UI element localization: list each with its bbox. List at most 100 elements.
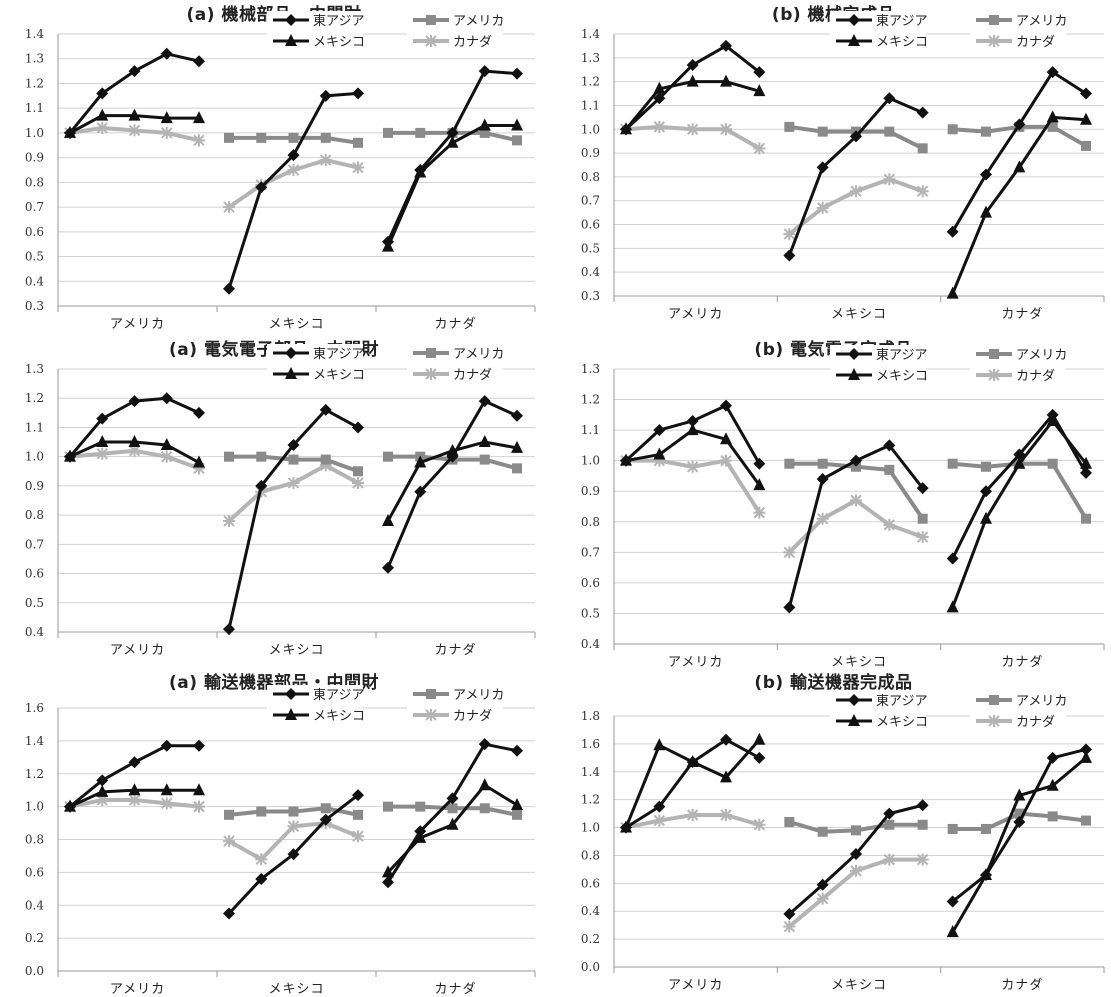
data-point: [224, 809, 234, 820]
data-point: [319, 459, 332, 472]
y-tick-label: 0.7: [25, 200, 44, 214]
data-point: [193, 111, 205, 124]
data-point: [720, 74, 732, 87]
data-point: [193, 462, 205, 475]
chart-panel-3: (a) 電気電子部品・中間財0.40.50.60.70.80.91.01.11.…: [0, 335, 548, 665]
legend-label: アメリカ: [453, 347, 504, 362]
data-point: [686, 809, 699, 822]
data-point: [753, 751, 766, 764]
data-point: [223, 835, 235, 848]
data-point: [415, 801, 426, 812]
legend-item-mexico: メキシコ: [267, 32, 365, 50]
x-category-label: カナダ: [1001, 655, 1043, 670]
chart-panel-2: (b) 機械完成品0.30.40.50.60.70.80.91.01.11.21…: [556, 0, 1111, 330]
y-tick-label: 0.4: [581, 904, 600, 918]
series-line: [624, 44, 761, 131]
data-point: [193, 739, 205, 752]
data-point: [850, 185, 862, 198]
series-usa-group-2: [224, 451, 363, 477]
data-point: [686, 756, 699, 769]
y-tick-label: 0.4: [581, 265, 600, 279]
data-point: [256, 451, 267, 462]
data-point: [1047, 811, 1058, 822]
legend-label: カナダ: [1016, 35, 1055, 50]
data-point: [917, 143, 928, 154]
data-point: [128, 444, 141, 457]
data-point: [653, 92, 666, 105]
data-point: [128, 108, 141, 121]
data-point: [382, 513, 394, 526]
data-point: [353, 137, 363, 148]
y-tick-label: 0.5: [25, 596, 44, 610]
data-point: [511, 797, 523, 810]
data-point: [686, 414, 699, 427]
data-point: [686, 460, 699, 473]
data-point: [980, 485, 992, 498]
data-point: [720, 809, 732, 822]
data-point: [287, 149, 300, 162]
y-tick-label: 0.8: [581, 848, 600, 862]
series-canada-group-1: [620, 809, 766, 834]
data-point: [446, 126, 459, 139]
series-east-asia-group-1: [620, 733, 766, 834]
series-east-asia-group-2: [223, 87, 364, 295]
data-point: [511, 67, 523, 80]
chart-panel-5: (a) 輸送機器部品・中間財 0.0 0.2 0.4 0.6 0.8 1.0 1.2 1.4 1.…: [0, 668, 548, 997]
data-point: [720, 454, 732, 467]
data-point: [916, 853, 929, 866]
data-point: [1081, 815, 1091, 826]
series-east-asia-group-3: [382, 395, 523, 574]
series-line: [625, 428, 761, 486]
legend-marker: [285, 14, 297, 26]
legend-marker: [285, 34, 297, 46]
data-point: [96, 435, 109, 448]
legend-label: 東アジア: [876, 13, 927, 29]
series-mexico-group-3: [946, 110, 1092, 299]
data-point: [319, 813, 332, 826]
legend-item-mexico: メキシコ: [830, 712, 928, 730]
legend-item-mexico: メキシコ: [830, 366, 928, 384]
legend-marker: [285, 688, 297, 700]
data-point: [783, 249, 796, 262]
y-tick-label: 1.1: [25, 420, 44, 434]
data-point: [287, 438, 300, 451]
data-point: [753, 818, 766, 831]
data-point: [414, 825, 427, 838]
legend-marker: [848, 368, 860, 380]
data-point: [223, 201, 235, 214]
data-point: [816, 473, 829, 485]
series-mexico-group-1: [620, 423, 766, 491]
y-tick-label: 0.7: [581, 545, 600, 559]
x-category-label: メキシコ: [268, 643, 324, 658]
data-point: [160, 783, 173, 796]
y-tick-label: 1.2: [581, 393, 600, 407]
data-point: [883, 853, 896, 866]
data-point: [850, 494, 862, 507]
y-tick-label: 0.4: [25, 898, 44, 912]
data-point: [224, 132, 234, 143]
data-point: [947, 823, 958, 834]
data-point: [160, 126, 173, 139]
data-point: [128, 783, 141, 796]
data-point: [816, 878, 829, 891]
data-point: [96, 784, 109, 797]
series-canada-group-2: [223, 459, 364, 527]
y-tick-label: 1.3: [581, 51, 600, 65]
data-point: [916, 482, 929, 495]
legend-label: アメリカ: [1016, 14, 1067, 29]
data-point: [653, 81, 666, 94]
y-tick-label: 0.6: [581, 576, 600, 590]
legend-marker: [848, 14, 860, 26]
data-point: [850, 848, 862, 861]
legend-marker: [425, 368, 437, 380]
y-tick-label: 1.4: [25, 734, 44, 748]
data-point: [512, 809, 522, 820]
data-point: [478, 435, 491, 448]
data-point: [352, 476, 364, 489]
series-east-asia-group-1: [64, 392, 205, 463]
data-point: [319, 154, 332, 167]
data-point: [653, 424, 666, 437]
legend-label: アメリカ: [1016, 348, 1067, 363]
data-point: [352, 830, 364, 843]
series-east-asia-group-1: [620, 399, 766, 470]
